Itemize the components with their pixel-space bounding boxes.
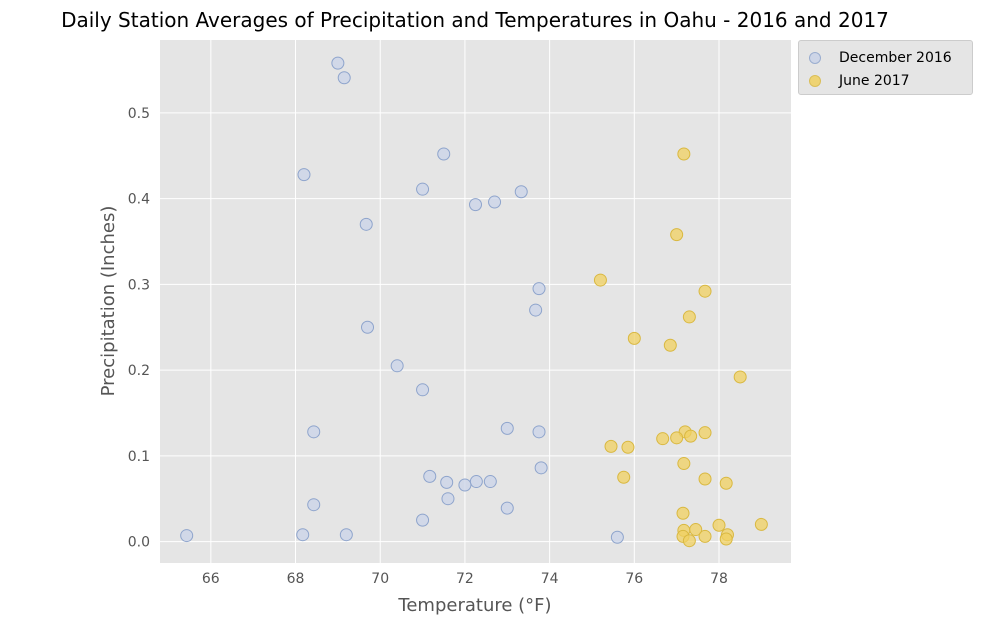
y-tick-label: 0.4	[128, 192, 150, 208]
y-tick-label: 0.3	[128, 277, 150, 293]
data-point	[698, 472, 712, 486]
legend-label-december-2016: December 2016	[839, 50, 952, 66]
data-point	[416, 182, 430, 196]
data-point	[670, 228, 684, 242]
data-point	[698, 426, 712, 440]
y-tick-label: 0.2	[128, 363, 150, 379]
data-point	[604, 439, 618, 453]
data-point	[514, 185, 528, 199]
data-point	[297, 168, 311, 182]
data-point	[698, 284, 712, 298]
data-point	[500, 421, 514, 435]
data-point	[440, 475, 454, 489]
data-point	[307, 498, 321, 512]
data-point	[296, 528, 310, 542]
data-point	[307, 425, 321, 439]
y-tick-label: 0.5	[128, 106, 150, 122]
data-point	[754, 517, 768, 531]
y-axis-label: Precipitation (Inches)	[98, 206, 119, 397]
data-point	[712, 518, 726, 532]
data-point	[483, 475, 497, 489]
legend-item-june-2017: June 2017	[809, 71, 910, 91]
data-point	[337, 71, 351, 85]
data-point	[488, 195, 502, 209]
legend-label-june-2017: June 2017	[839, 73, 910, 89]
data-point	[733, 370, 747, 384]
data-point	[423, 469, 437, 483]
data-point	[719, 476, 733, 490]
data-point	[437, 147, 451, 161]
x-tick-label: 72	[456, 571, 474, 587]
legend-marker-december-2016	[809, 52, 821, 64]
x-axis-ticks: 66 68 70 72 74 76 78	[202, 571, 728, 587]
series-0	[180, 56, 624, 544]
legend-item-december-2016: December 2016	[809, 48, 952, 68]
data-point	[621, 440, 635, 454]
data-point	[441, 492, 455, 506]
data-point	[689, 523, 703, 537]
data-point	[593, 273, 607, 287]
x-tick-label: 76	[625, 571, 643, 587]
data-point	[458, 478, 472, 492]
data-point	[670, 431, 684, 445]
data-point	[416, 383, 430, 397]
data-point	[627, 331, 641, 345]
chart-title: Daily Station Averages of Precipitation …	[61, 8, 889, 32]
data-points	[180, 56, 768, 548]
data-point	[677, 457, 691, 471]
data-point	[617, 470, 631, 484]
data-point	[682, 310, 696, 324]
y-tick-label: 0.1	[128, 449, 150, 465]
data-point	[698, 529, 712, 543]
data-point	[684, 429, 698, 443]
data-point	[529, 303, 543, 317]
data-point	[656, 432, 670, 446]
x-tick-label: 70	[371, 571, 389, 587]
y-tick-label: 0.0	[128, 535, 150, 551]
data-point	[469, 198, 482, 212]
data-point	[469, 475, 483, 489]
data-point	[500, 501, 514, 515]
data-point	[534, 461, 548, 475]
legend: December 2016 June 2017	[798, 40, 973, 95]
data-point	[663, 338, 677, 352]
data-point	[532, 282, 546, 296]
data-point	[532, 425, 546, 439]
data-point	[682, 534, 696, 548]
x-tick-label: 74	[541, 571, 559, 587]
data-point	[416, 513, 430, 527]
data-point	[331, 56, 345, 70]
x-tick-label: 66	[202, 571, 220, 587]
y-axis-ticks: 0.0 0.1 0.2 0.3 0.4 0.5	[128, 106, 150, 551]
data-point	[610, 530, 624, 544]
data-point	[719, 532, 733, 546]
data-point	[677, 147, 691, 161]
x-tick-label: 68	[287, 571, 305, 587]
data-point	[339, 528, 353, 542]
data-point	[390, 359, 404, 373]
data-point	[180, 529, 194, 543]
x-axis-label: Temperature (°F)	[397, 595, 551, 616]
data-point	[676, 506, 690, 520]
data-point	[359, 217, 373, 231]
data-point	[361, 320, 375, 334]
series-1	[593, 147, 768, 548]
legend-marker-june-2017	[809, 75, 821, 87]
x-tick-label: 78	[710, 571, 728, 587]
